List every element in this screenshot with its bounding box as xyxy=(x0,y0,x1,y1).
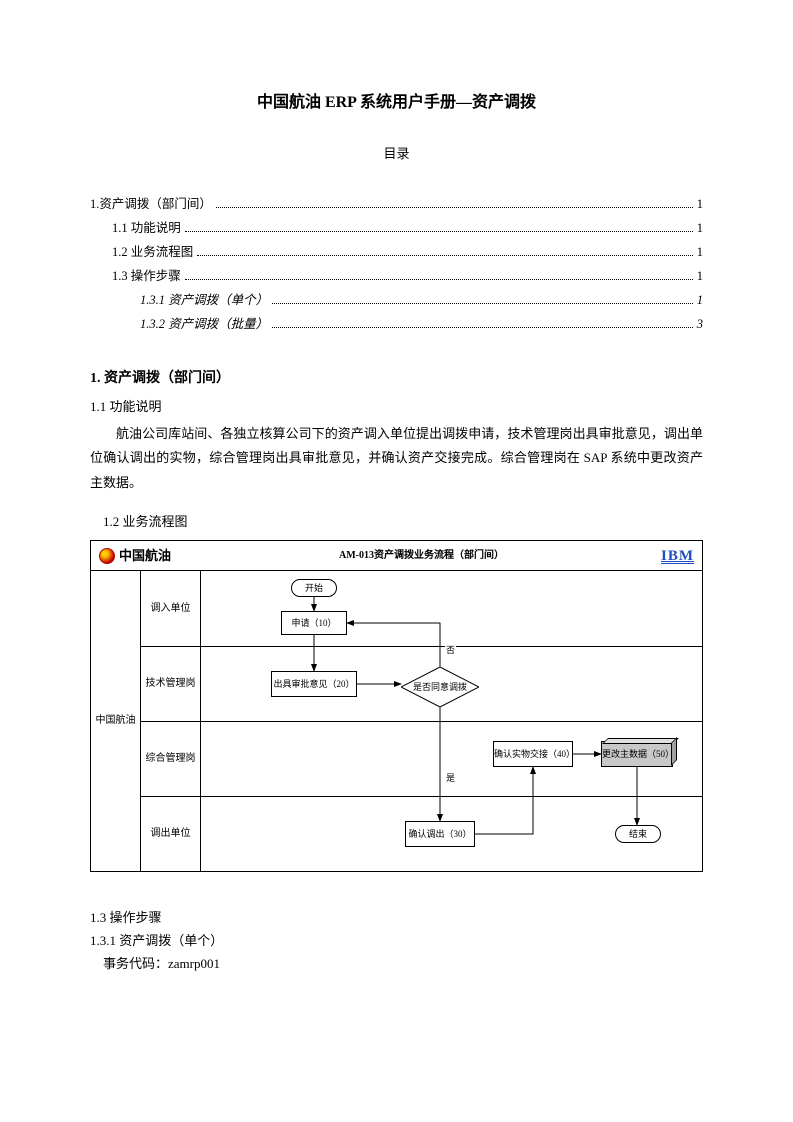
toc-row: 1.2 业务流程图 1 xyxy=(90,242,703,262)
flowchart-header: 中国航油 AM-013资产调拨业务流程（部门间） IBM xyxy=(91,541,702,571)
caf-logo-icon xyxy=(99,548,115,564)
section-1-3: 1.3 操作步骤 1.3.1 资产调拨（单个） 事务代码：zamrp001 xyxy=(90,908,703,974)
flowchart-container: 中国航油 AM-013资产调拨业务流程（部门间） IBM 中国航油 调入单位技术… xyxy=(90,540,703,872)
section-1-2-heading: 1.2 业务流程图 xyxy=(90,512,703,533)
swimlane-roles-column: 调入单位技术管理岗综合管理岗调出单位 xyxy=(141,571,201,871)
toc-label: 1.3.1 资产调拨（单个） xyxy=(140,290,268,310)
flowchart-title: AM-013资产调拨业务流程（部门间） xyxy=(209,548,634,564)
toc-leader xyxy=(197,255,692,256)
flowchart-canvas: 开始申请（10） 出具审批意见（20） 是否同意调拨确认调出（30） 确认实物交接（4… xyxy=(201,571,702,871)
toc-label: 1.3 操作步骤 xyxy=(112,266,181,286)
toc-label: 1.资产调拨（部门间） xyxy=(90,194,212,214)
flow-data-node: 更改主数据（50） xyxy=(601,741,673,767)
section-1-3-heading: 1.3 操作步骤 xyxy=(90,908,703,929)
lane-divider xyxy=(201,796,702,797)
flow-edge-label: 是 xyxy=(445,771,456,785)
toc-leader xyxy=(185,231,693,232)
toc-row: 1.资产调拨（部门间） 1 xyxy=(90,194,703,214)
toc-leader xyxy=(272,327,693,328)
toc-row: 1.3 操作步骤 1 xyxy=(90,266,703,286)
flow-terminator: 结束 xyxy=(615,825,661,843)
toc-row: 1.3.1 资产调拨（单个） 1 xyxy=(90,290,703,310)
toc-label: 1.2 业务流程图 xyxy=(112,242,193,262)
caf-logo-text: 中国航油 xyxy=(119,546,171,567)
toc-label: 1.3.2 资产调拨（批量） xyxy=(140,314,268,334)
toc-page: 1 xyxy=(697,194,703,214)
toc-heading: 目录 xyxy=(90,144,703,165)
toc-page: 1 xyxy=(697,218,703,238)
flowchart-body: 中国航油 调入单位技术管理岗综合管理岗调出单位 开始申请（10） 出具审批意见（2… xyxy=(91,571,702,871)
swimlane-label: 技术管理岗 xyxy=(141,647,200,722)
flow-process: 出具审批意见（20） xyxy=(271,671,357,697)
toc-row: 1.3.2 资产调拨（批量） 3 xyxy=(90,314,703,334)
ibm-logo: IBM xyxy=(634,544,694,568)
flow-decision: 是否同意调拨 xyxy=(401,667,479,707)
toc-page: 1 xyxy=(697,242,703,262)
lane-divider xyxy=(201,721,702,722)
transaction-code-line: 事务代码：zamrp001 xyxy=(90,954,703,975)
toc-page: 3 xyxy=(697,314,703,334)
toc-page: 1 xyxy=(697,290,703,310)
section-1-1-heading: 1.1 功能说明 xyxy=(90,397,703,418)
section-1-3-1-heading: 1.3.1 资产调拨（单个） xyxy=(90,931,703,952)
toc-leader xyxy=(272,303,693,304)
section-1-heading: 1. 资产调拨（部门间） xyxy=(90,368,703,390)
flow-process: 申请（10） xyxy=(281,611,347,635)
toc-row: 1.1 功能说明 1 xyxy=(90,218,703,238)
flow-process: 确认调出（30） xyxy=(405,821,475,847)
toc-leader xyxy=(185,279,693,280)
swimlane-org-label: 中国航油 xyxy=(91,571,140,871)
caf-logo: 中国航油 xyxy=(99,546,209,567)
toc-label: 1.1 功能说明 xyxy=(112,218,181,238)
swimlane-org-column: 中国航油 xyxy=(91,571,141,871)
table-of-contents: 1.资产调拨（部门间）11.1 功能说明11.2 业务流程图11.3 操作步骤1… xyxy=(90,194,703,334)
flow-process: 确认实物交接（40） xyxy=(493,741,573,767)
flow-edge-label: 否 xyxy=(445,643,456,657)
page-title: 中国航油 ERP 系统用户手册—资产调拨 xyxy=(90,90,703,116)
swimlane-label: 综合管理岗 xyxy=(141,722,200,797)
flow-terminator: 开始 xyxy=(291,579,337,597)
section-1-1-paragraph: 航油公司库站间、各独立核算公司下的资产调入单位提出调拨申请，技术管理岗出具审批意… xyxy=(90,422,703,496)
swimlane-label: 调出单位 xyxy=(141,797,200,871)
swimlane-label: 调入单位 xyxy=(141,571,200,646)
toc-page: 1 xyxy=(697,266,703,286)
toc-leader xyxy=(216,207,693,208)
